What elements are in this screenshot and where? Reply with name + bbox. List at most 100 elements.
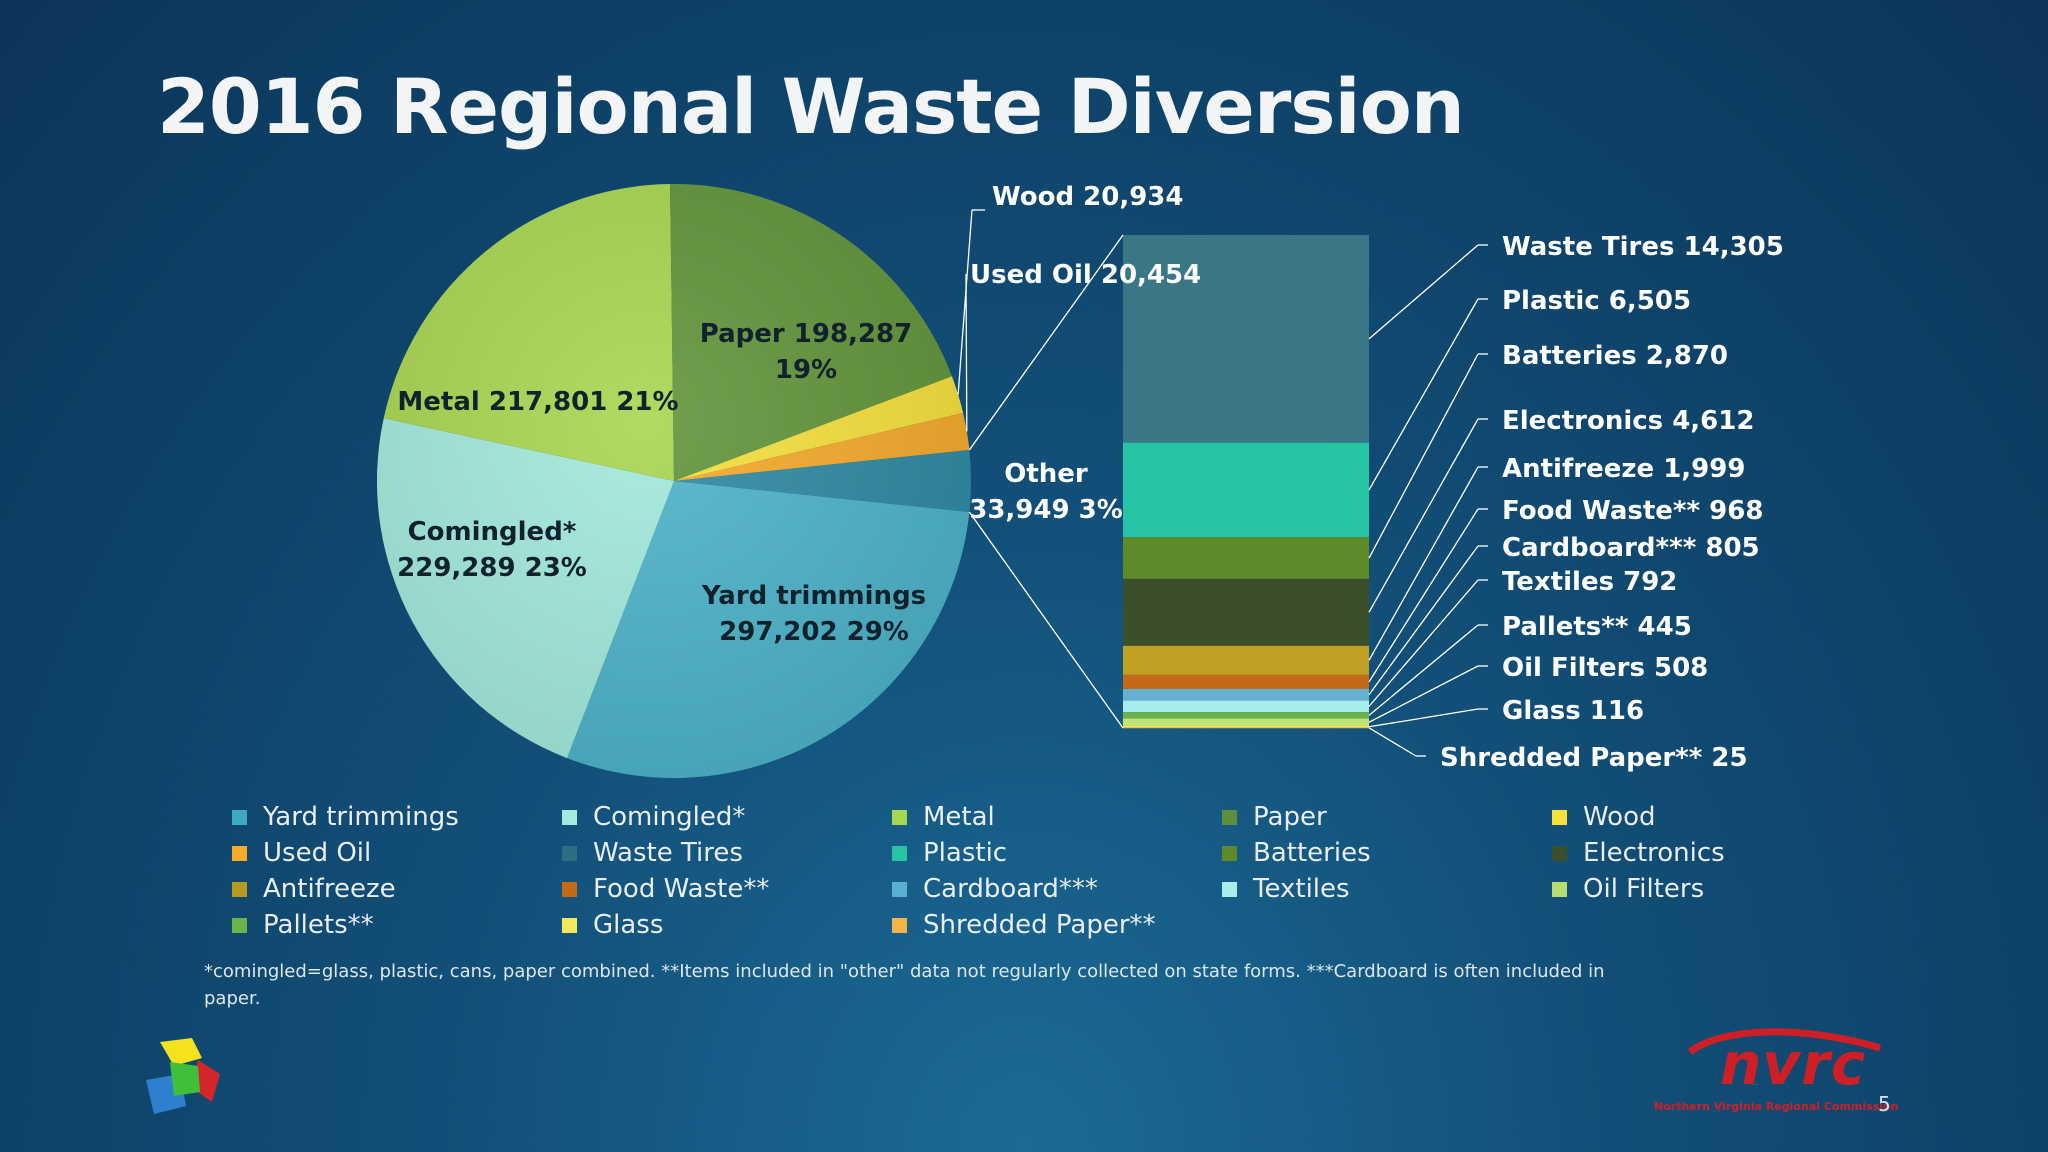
page-number: 5: [1878, 1092, 1891, 1116]
pie-label-other-line-2: 33,949 3%: [969, 495, 1123, 525]
pie-label-used-oil: Used Oil 20,454: [970, 260, 1201, 290]
bar-segment-textiles: [1123, 700, 1369, 713]
bar-label-antifreeze: Antifreeze 1,999: [1502, 454, 1745, 484]
bar-label-shredded-paper: Shredded Paper** 25: [1440, 743, 1748, 773]
legend-item-used-oil: Used Oil: [232, 838, 562, 868]
legend-label: Plastic: [923, 838, 1008, 868]
pie-label-metal: Metal 217,801 21%: [397, 387, 678, 417]
legend-label: Waste Tires: [593, 838, 743, 868]
leader-wood: [957, 209, 973, 395]
chart-legend: Yard trimmings Comingled* Metal Paper Wood Us…: [232, 802, 1732, 940]
legend-item-pallets: Pallets**: [232, 910, 562, 940]
legend-item-food-waste: Food Waste**: [562, 874, 892, 904]
bar-label-pallets: Pallets** 445: [1502, 612, 1692, 642]
footnote: *comingled=glass, plastic, cans, paper c…: [204, 961, 1605, 1009]
legend-label: Yard trimmings: [263, 802, 459, 832]
bar-segment-antifreeze: [1123, 645, 1369, 675]
legend-swatch: [562, 881, 577, 897]
legend-item-metal: Metal: [892, 802, 1222, 832]
legend-item-cardboard: Cardboard***: [892, 874, 1222, 904]
legend-item-antifreeze: Antifreeze: [232, 874, 562, 904]
legend-label: Food Waste**: [593, 874, 770, 904]
bar-segment-waste-tires: [1123, 235, 1369, 443]
legend-swatch: [1222, 881, 1237, 897]
legend-item-glass: Glass: [562, 910, 892, 940]
series-connector-bottom: [968, 511, 1124, 729]
pie-shading: [377, 184, 971, 778]
stacked-bar-group: [1123, 235, 1369, 729]
legend-label: Metal: [923, 802, 995, 832]
bar-segment-cardboard: [1123, 688, 1369, 701]
pie-label-wood: Wood 20,934: [992, 182, 1183, 212]
leader-oil-filters: [1368, 665, 1479, 723]
legend-swatch: [562, 809, 577, 825]
legend-item-wood: Wood: [1552, 802, 1852, 832]
bar-label-textiles: Textiles 792: [1502, 567, 1677, 597]
bar-segment-oil-filters: [1123, 718, 1369, 726]
bar-label-food-waste: Food Waste** 968: [1502, 496, 1763, 526]
legend-label: Batteries: [1253, 838, 1371, 868]
bar-label-waste-tires: Waste Tires 14,305: [1502, 232, 1784, 262]
legend-label: Textiles: [1253, 874, 1350, 904]
leader-waste-tires: [1368, 244, 1479, 340]
leader-used-oil: [965, 273, 968, 432]
bar-label-glass: Glass 116: [1502, 696, 1644, 726]
legend-swatch: [892, 917, 907, 933]
nvrc-logo: nvrc Northern Virginia Regional Commissi…: [1650, 1028, 1930, 1120]
legend-item-paper: Paper: [1222, 802, 1552, 832]
pie-label-paper: Paper 198,287: [700, 319, 912, 349]
legend-label: Shredded Paper**: [923, 910, 1156, 940]
bar-label-cardboard: Cardboard*** 805: [1502, 533, 1760, 563]
legend-item-plastic: Plastic: [892, 838, 1222, 868]
leader-shredded-paper: [1368, 727, 1417, 757]
legend-item-batteries: Batteries: [1222, 838, 1552, 868]
leader-lines: [957, 209, 1488, 757]
bar-highlight: [1123, 235, 1369, 443]
bar-label-electronics: Electronics 4,612: [1502, 406, 1754, 436]
leader-textiles: [1368, 579, 1479, 707]
legend-label: Oil Filters: [1583, 874, 1705, 904]
pie-label-yard-trimmings-line-2: 297,202 29%: [719, 617, 909, 647]
legend-swatch: [892, 845, 907, 861]
nvrc-logo-subtitle: Northern Virginia Regional Commission: [1654, 1100, 1899, 1113]
pie-label-yard-trimmings: Yard trimmings: [701, 581, 926, 611]
series-connector-top: [968, 234, 1124, 451]
slide-title: 2016 Regional Waste Diversion: [157, 62, 1465, 151]
recycle-logo-icon: [146, 1038, 220, 1114]
bar-segment-plastic: [1123, 442, 1369, 538]
legend-swatch: [1552, 881, 1567, 897]
legend-label: Paper: [1253, 802, 1327, 832]
leader-food-waste: [1368, 508, 1479, 683]
leader-pallets: [1368, 624, 1479, 716]
legend-label: Comingled*: [593, 802, 746, 832]
legend-item-waste-tires: Waste Tires: [562, 838, 892, 868]
leader-antifreeze: [1368, 466, 1479, 661]
pie-group: [377, 184, 971, 778]
pie-label-paper-line-2: 19%: [775, 355, 837, 385]
pie-label-comingled-line-2: 229,289 23%: [397, 553, 587, 583]
bar-segment-batteries: [1123, 537, 1369, 579]
legend-item-shredded-paper: Shredded Paper**: [892, 910, 1222, 940]
legend-item-comingled: Comingled*: [562, 802, 892, 832]
bar-segment-glass: [1123, 725, 1369, 728]
legend-swatch: [562, 917, 577, 933]
legend-item-electronics: Electronics: [1552, 838, 1852, 868]
legend-swatch: [1552, 809, 1567, 825]
legend-swatch: [1222, 809, 1237, 825]
legend-label: Cardboard***: [923, 874, 1098, 904]
legend-item-oil-filters: Oil Filters: [1552, 874, 1852, 904]
bar-segment-food-waste: [1123, 674, 1369, 689]
legend-swatch: [1222, 845, 1237, 861]
legend-label: Pallets**: [263, 910, 374, 940]
data-labels: Yard trimmings 297,202 29% Comingled* 229,2…: [397, 182, 1784, 773]
leader-cardboard: [1368, 545, 1479, 696]
leader-electronics: [1368, 418, 1479, 613]
legend-swatch: [232, 917, 247, 933]
legend-swatch: [232, 809, 247, 825]
legend-item-textiles: Textiles: [1222, 874, 1552, 904]
legend-label: Wood: [1583, 802, 1656, 832]
pie-label-other: Other: [1004, 459, 1088, 489]
legend-label: Glass: [593, 910, 664, 940]
legend-swatch: [892, 881, 907, 897]
legend-swatch: [892, 809, 907, 825]
